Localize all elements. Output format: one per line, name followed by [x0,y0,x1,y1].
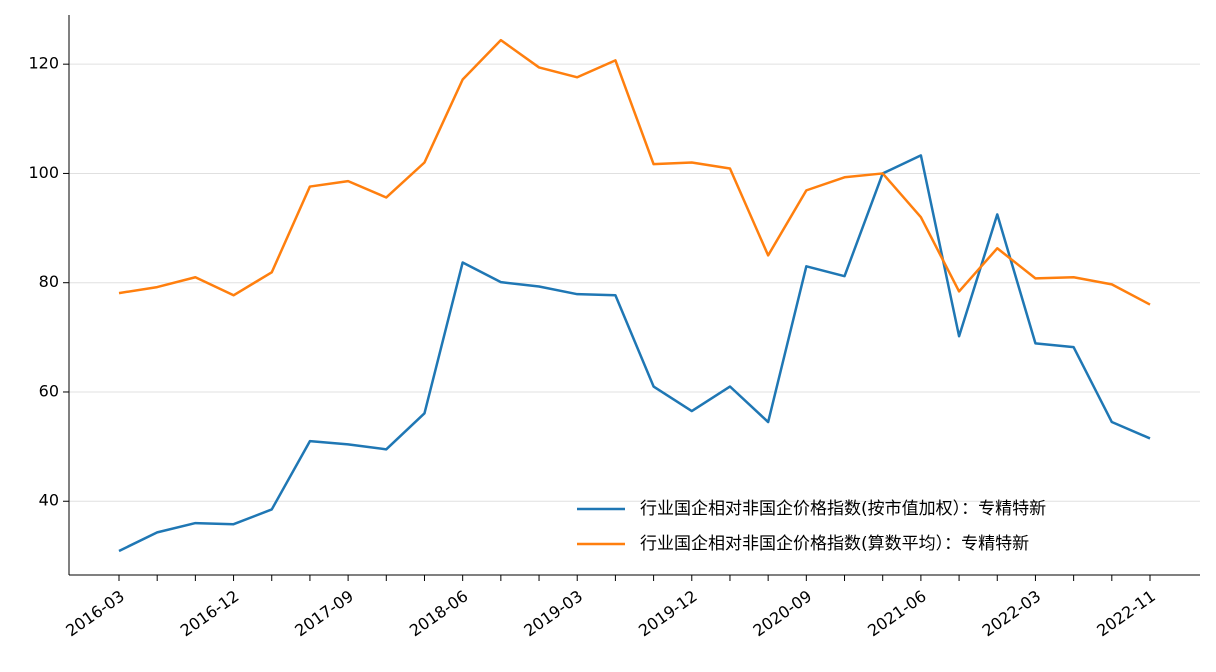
x-tick-label: 2016-03 [62,586,128,640]
x-tick-label: 2018-06 [406,586,472,640]
x-tick-label: 2021-06 [864,586,930,640]
y-tick-label: 60 [39,381,59,400]
x-tick-label: 2022-11 [1093,586,1159,640]
legend-label: 行业国企相对非国企价格指数(算数平均）：专精特新 [640,534,1029,554]
x-tick-label: 2019-12 [635,586,701,640]
line-series [118,38,1151,306]
x-tick-label: 2020-09 [750,586,816,640]
y-tick-label: 80 [39,272,59,291]
x-tick-label: 2019-03 [520,586,586,640]
x-tick-label: 2016-12 [177,586,243,640]
y-tick-label: 40 [39,491,59,510]
x-tick-label: 2022-03 [979,586,1045,640]
x-tick-label: 2017-09 [291,586,357,640]
line-series [118,154,1151,553]
legend-label: 行业国企相对非国企价格指数(按市值加权）：专精特新 [640,499,1046,519]
y-tick-label: 120 [28,54,59,73]
y-tick-label: 100 [28,163,59,182]
